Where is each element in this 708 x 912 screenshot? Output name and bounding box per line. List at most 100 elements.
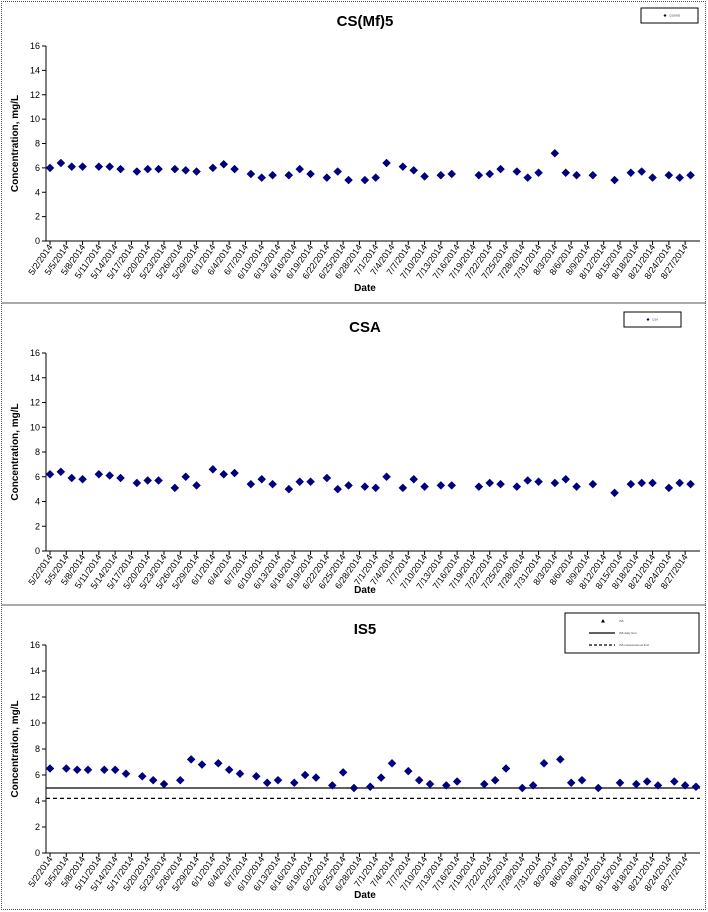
data-point — [56, 467, 66, 477]
data-point — [99, 765, 109, 775]
data-point — [154, 476, 163, 485]
y-tick-label: 14 — [30, 373, 40, 383]
data-point — [436, 481, 446, 490]
data-point — [414, 775, 424, 785]
legend-marker-icon — [601, 619, 605, 623]
data-point — [333, 484, 343, 494]
data-point — [170, 483, 180, 493]
legend-box — [640, 7, 699, 24]
data-point — [94, 162, 104, 172]
data-point — [300, 770, 310, 780]
data-point — [311, 773, 321, 782]
data-point — [230, 164, 239, 174]
data-point — [56, 158, 66, 168]
data-point — [447, 169, 457, 179]
data-point — [94, 469, 104, 479]
data-point — [360, 482, 370, 492]
y-tick-label: 2 — [35, 822, 40, 832]
data-point — [208, 163, 218, 173]
legend-box — [623, 311, 682, 328]
data-point — [349, 783, 359, 793]
data-point — [637, 167, 647, 176]
data-point — [219, 159, 229, 169]
data-point — [67, 162, 77, 172]
data-point — [83, 765, 93, 775]
data-point — [327, 781, 337, 790]
data-point — [246, 479, 256, 489]
data-point — [192, 167, 201, 176]
data-point — [67, 473, 77, 483]
y-tick-label: 2 — [35, 212, 40, 222]
x-axis-label: Date — [354, 283, 376, 294]
data-point — [691, 782, 701, 792]
data-point — [262, 778, 272, 788]
data-point — [686, 170, 695, 180]
data-point — [116, 164, 125, 174]
y-tick-label: 12 — [30, 398, 40, 408]
data-point — [669, 777, 679, 786]
data-point — [631, 779, 641, 789]
data-point — [610, 175, 619, 185]
data-point — [132, 478, 142, 488]
data-point — [572, 170, 581, 180]
y-tick-label: 12 — [30, 90, 40, 100]
data-point — [213, 758, 223, 768]
data-point — [154, 164, 163, 174]
y-tick-label: 0 — [35, 236, 40, 246]
y-tick-label: 8 — [35, 744, 40, 754]
data-point — [105, 471, 115, 480]
data-point — [45, 163, 55, 173]
y-tick-label: 6 — [35, 770, 40, 780]
y-tick-label: 6 — [35, 163, 40, 173]
chart-title: CSA — [349, 319, 381, 336]
data-point — [116, 473, 125, 483]
data-point — [181, 165, 191, 175]
data-point — [333, 167, 343, 176]
data-point — [555, 755, 565, 764]
data-point — [208, 464, 218, 474]
data-point — [344, 481, 353, 490]
data-point — [675, 173, 685, 182]
data-point — [485, 169, 495, 179]
chart-title: CS(Mf)5 — [337, 13, 394, 30]
data-point — [534, 477, 543, 487]
data-point — [403, 766, 413, 776]
legend-entry-label: IS5 instantaneous limit — [619, 643, 649, 647]
data-point — [78, 162, 87, 172]
data-point — [257, 474, 267, 484]
legend-entry-label: CSA — [652, 318, 658, 322]
data-point — [479, 779, 489, 789]
data-point — [420, 172, 429, 181]
data-point — [110, 765, 120, 775]
data-point — [539, 758, 549, 768]
data-point — [512, 482, 522, 492]
data-point — [550, 148, 560, 158]
y-tick-label: 4 — [35, 497, 40, 507]
data-point — [615, 778, 625, 788]
y-tick-label: 8 — [35, 139, 40, 149]
data-point — [360, 175, 370, 185]
y-tick-label: 0 — [35, 546, 40, 556]
y-tick-label: 16 — [30, 41, 40, 51]
data-point — [398, 483, 408, 493]
data-point — [186, 755, 196, 764]
data-point — [593, 783, 603, 793]
data-point — [648, 173, 657, 182]
data-point — [246, 169, 256, 179]
data-point — [371, 173, 381, 182]
data-point — [284, 170, 294, 180]
data-point — [78, 474, 87, 484]
data-point — [268, 479, 277, 489]
chart-panel-3: IS502468101214165/2/20145/5/20145/8/2014… — [2, 604, 706, 901]
data-point — [436, 170, 446, 180]
data-point — [224, 765, 234, 775]
data-point — [382, 472, 391, 482]
data-point — [273, 775, 283, 785]
data-point — [137, 771, 147, 781]
y-tick-label: 2 — [35, 521, 40, 531]
data-point — [197, 760, 207, 769]
data-point — [686, 479, 695, 489]
data-point — [322, 173, 332, 182]
data-point — [561, 168, 571, 178]
